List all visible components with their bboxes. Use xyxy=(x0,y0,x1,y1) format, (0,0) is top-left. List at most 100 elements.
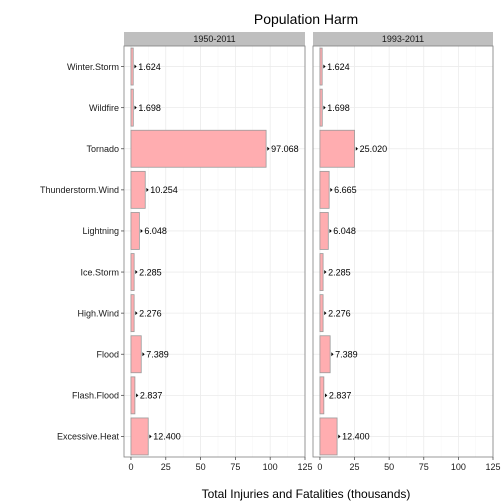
x-axis: 0 25 50 75 100 125 xyxy=(128,457,313,472)
bar-marker xyxy=(142,352,145,357)
panel-background xyxy=(124,46,305,457)
value-label: 6.665 xyxy=(334,185,357,195)
bar-Flood xyxy=(319,335,331,374)
category-label: Excessive.Heat xyxy=(57,432,120,442)
bar-Wildfire xyxy=(130,88,134,127)
value-label: 1.698 xyxy=(138,103,161,113)
value-label: 2.285 xyxy=(328,267,351,277)
bar-marker xyxy=(136,393,139,398)
value-label: 1.624 xyxy=(327,62,350,72)
bar-Winter.Storm xyxy=(319,47,323,86)
bar-Flash.Flood xyxy=(130,376,136,415)
chart-title: Population Harm xyxy=(254,11,358,27)
bar-marker xyxy=(324,270,327,275)
facet-strip-label: 1950-2011 xyxy=(193,34,235,44)
bar-High.Wind xyxy=(130,294,135,333)
panel-background xyxy=(313,46,493,457)
x-tick-label: 25 xyxy=(161,462,171,472)
value-label: 1.698 xyxy=(327,103,350,113)
category-label: Ice.Storm xyxy=(80,267,119,277)
category-labels: Winter.Storm Wildfire Tornado Thunderstorm.… xyxy=(40,62,124,442)
bar-Flood xyxy=(130,335,142,374)
value-label: 97.068 xyxy=(271,144,299,154)
x-tick-label: 25 xyxy=(350,462,360,472)
bar-marker xyxy=(355,146,358,151)
bar-High.Wind xyxy=(319,294,324,333)
value-label: 10.254 xyxy=(150,185,178,195)
x-tick-label: 125 xyxy=(485,462,500,472)
panel-border xyxy=(123,45,306,458)
bar-marker xyxy=(323,105,326,110)
x-tick-label: 75 xyxy=(230,462,240,472)
value-label: 7.389 xyxy=(335,349,358,359)
grid-lines xyxy=(124,46,306,457)
bar-Ice.Storm xyxy=(130,253,135,291)
bar-Excessive.Heat xyxy=(319,417,338,456)
bar-marker xyxy=(323,64,326,69)
value-label: 12.400 xyxy=(342,432,370,442)
category-label: Tornado xyxy=(86,144,119,154)
x-tick-label: 50 xyxy=(196,462,206,472)
bar-Tornado xyxy=(319,129,355,168)
value-label: 2.276 xyxy=(328,308,351,318)
facet-strip xyxy=(124,32,305,46)
x-tick-label: 100 xyxy=(263,462,278,472)
value-label: 12.400 xyxy=(153,432,181,442)
value-label: 6.048 xyxy=(144,226,167,236)
x-axis-label: Total Injuries and Fatalities (thousands… xyxy=(202,487,411,501)
bar-Tornado xyxy=(130,129,267,168)
value-label: 2.837 xyxy=(329,391,352,401)
x-tick-label: 75 xyxy=(419,462,429,472)
bar-Excessive.Heat xyxy=(130,417,149,456)
facet-panel-1950-2011: 1950-2011 1.624 1.698 97.068 10.254 6.048 2.28… xyxy=(123,32,313,472)
x-tick-label: 125 xyxy=(297,462,312,472)
bar-Ice.Storm xyxy=(319,253,324,291)
value-label: 7.389 xyxy=(146,349,169,359)
bar-marker xyxy=(329,228,332,233)
category-label: Flood xyxy=(96,349,119,359)
bar-marker xyxy=(134,105,137,110)
value-label: 1.624 xyxy=(138,62,161,72)
bar-marker xyxy=(146,187,149,192)
bar-marker xyxy=(325,393,328,398)
category-label: Winter.Storm xyxy=(67,62,119,72)
bar-marker xyxy=(330,187,333,192)
bar-Thunderstorm.Wind xyxy=(319,170,330,209)
bar-marker xyxy=(331,352,334,357)
facet-strip xyxy=(313,32,493,46)
bar-marker xyxy=(267,146,270,151)
category-label: Flash.Flood xyxy=(72,391,119,401)
bar-Flash.Flood xyxy=(319,376,325,415)
bar-Wildfire xyxy=(319,88,323,127)
x-tick-label: 0 xyxy=(128,462,133,472)
bar-marker xyxy=(135,311,138,316)
bar-Lightning xyxy=(130,212,140,250)
value-label: 25.020 xyxy=(360,144,388,154)
value-label: 6.048 xyxy=(333,226,356,236)
value-label: 2.837 xyxy=(140,391,163,401)
bar-marker xyxy=(140,228,143,233)
bar-Thunderstorm.Wind xyxy=(130,170,146,209)
bar-Winter.Storm xyxy=(130,47,134,86)
facet-panels: 1950-2011 1.624 1.698 97.068 10.254 6.048 2.28… xyxy=(123,32,501,472)
x-tick-label: 0 xyxy=(317,462,322,472)
bar-marker xyxy=(338,434,341,439)
x-axis: 0 25 50 75 100 125 xyxy=(317,457,501,472)
x-tick-label: 50 xyxy=(384,462,394,472)
panel-border xyxy=(312,45,494,458)
value-label: 2.285 xyxy=(139,267,162,277)
facet-panel-1993-2011: 1993-2011 1.624 1.698 25.020 6.665 6.048 2.285… xyxy=(312,32,501,472)
x-tick-label: 100 xyxy=(451,462,466,472)
value-label: 2.276 xyxy=(139,308,162,318)
category-label: Thunderstorm.Wind xyxy=(40,185,119,195)
category-label: Wildfire xyxy=(89,103,119,113)
category-label: Lightning xyxy=(82,226,119,236)
bar-Lightning xyxy=(319,212,329,250)
facet-strip-label: 1993-2011 xyxy=(382,34,424,44)
category-label: High.Wind xyxy=(77,308,119,318)
bar-marker xyxy=(149,434,152,439)
bar-marker xyxy=(134,64,137,69)
bar-marker xyxy=(135,270,138,275)
bar-marker xyxy=(324,311,327,316)
